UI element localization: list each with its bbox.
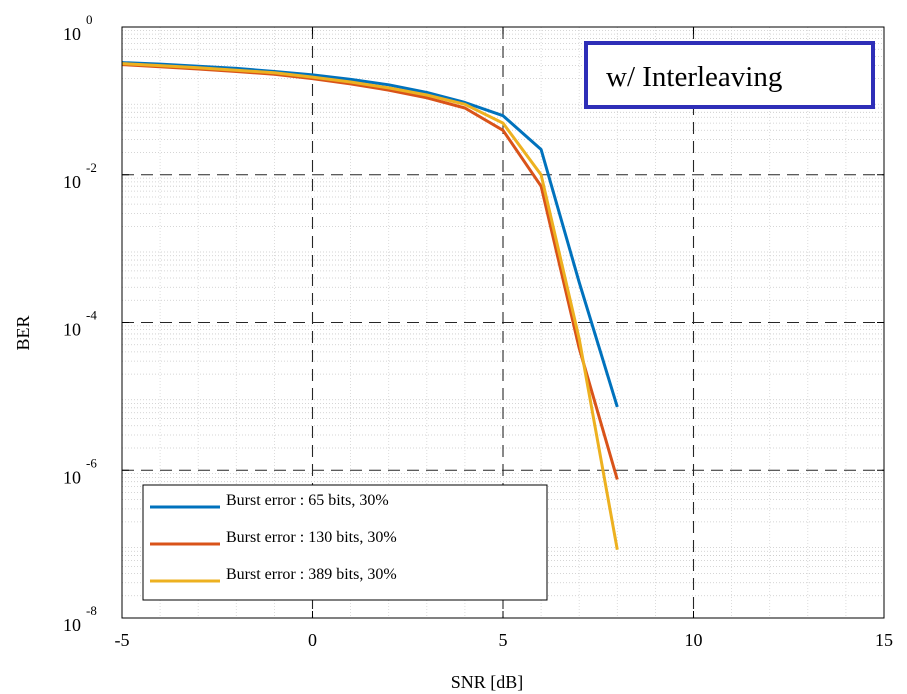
y-axis-label: BER [13,315,33,350]
y-tick-label: 10-8 [63,603,97,635]
y-tick-label: 10-6 [63,455,97,487]
annotation-box: w/ Interleaving [586,43,873,107]
x-tick-label: 15 [875,630,893,650]
x-tick-label: 5 [499,630,508,650]
y-tick-label: 10-2 [63,160,97,192]
legend-label-1: Burst error : 65 bits, 30% [226,492,389,509]
x-axis-label: SNR [dB] [451,672,524,692]
y-tick-label: 100 [63,12,93,44]
x-tick-label: 0 [308,630,317,650]
x-tick-label: 10 [685,630,703,650]
y-tick-labels: 100 10-2 10-4 10-6 10-8 [63,12,97,635]
legend-label-2: Burst error : 130 bits, 30% [226,529,397,546]
y-tick-label: 10-4 [63,308,97,340]
legend: Burst error : 65 bits, 30% Burst error : … [143,485,547,600]
legend-label-3: Burst error : 389 bits, 30% [226,566,397,583]
x-tick-label: -5 [115,630,130,650]
annotation-text: w/ Interleaving [606,61,782,93]
y-axis-label-clip: BER [13,315,33,350]
x-tick-labels: -5 0 5 10 15 [115,630,894,650]
